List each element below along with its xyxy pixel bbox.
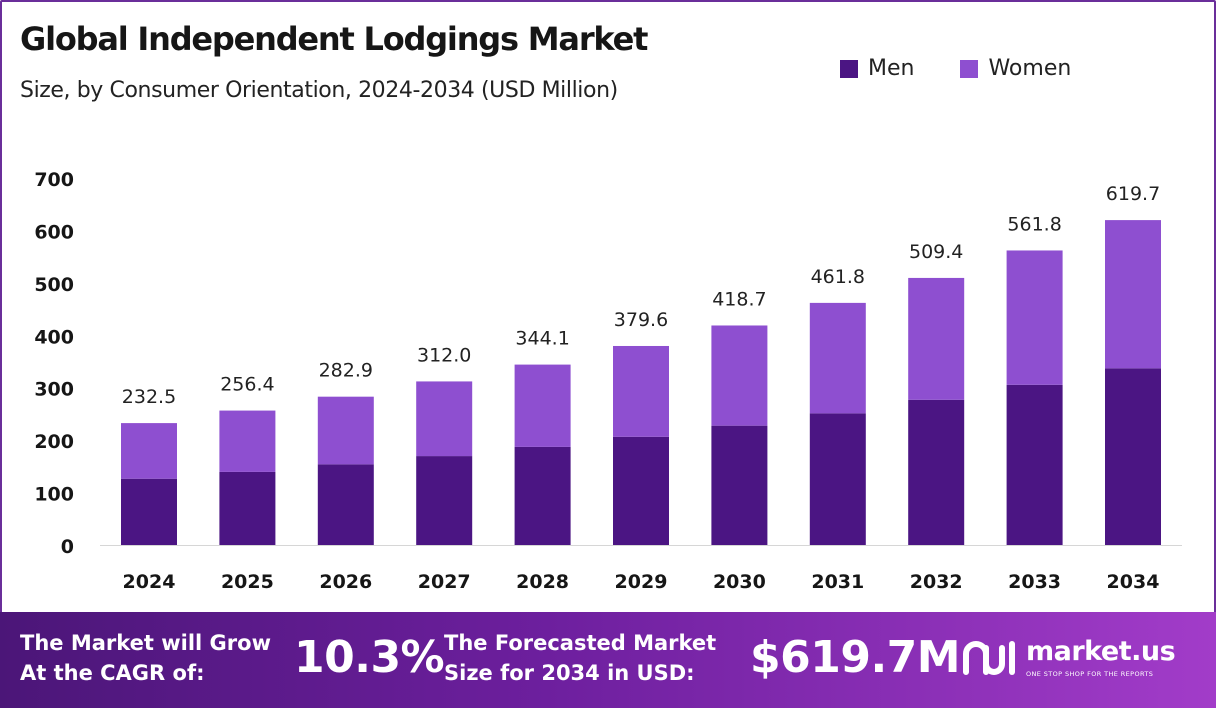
bar-segment-women xyxy=(1006,250,1063,385)
bar-segment-women xyxy=(908,277,965,400)
bar-segment-women xyxy=(317,396,374,465)
bar-total-label: 344.1 xyxy=(515,328,569,350)
legend-swatch-women xyxy=(960,59,979,78)
bar-total-label: 379.6 xyxy=(614,309,668,331)
chart-subtitle: Size, by Consumer Orientation, 2024-2034… xyxy=(20,78,618,103)
legend-label-men: Men xyxy=(868,56,915,81)
x-tick-label: 2027 xyxy=(418,571,471,593)
x-tick-label: 2025 xyxy=(221,571,274,593)
x-tick-label: 2029 xyxy=(615,571,668,593)
bar-total-label: 256.4 xyxy=(220,374,274,396)
y-tick-label: 700 xyxy=(34,169,74,191)
bar-segment-women xyxy=(711,325,768,426)
y-tick-label: 300 xyxy=(34,379,74,401)
stacked-bar-chart: 0 100 200 300 400 500 600 700 232.5 2024 256.4 2025… xyxy=(34,169,1182,593)
brand-name: market.us xyxy=(1026,636,1176,667)
bar-total-label: 619.7 xyxy=(1106,183,1160,205)
bar-segment-men xyxy=(809,413,866,545)
bar-segment-women xyxy=(219,410,276,472)
x-tick-label: 2028 xyxy=(516,571,569,593)
bar-segment-women xyxy=(613,345,669,437)
legend-swatch-men xyxy=(840,59,858,78)
bar-segment-women xyxy=(416,381,473,457)
bar-total-label: 282.9 xyxy=(319,360,373,382)
bar-total-label: 461.8 xyxy=(811,266,865,288)
legend-label-women: Women xyxy=(988,56,1072,81)
legend: Men Women xyxy=(840,56,1117,81)
y-tick-label: 100 xyxy=(34,484,74,506)
bar-segment-men xyxy=(1105,368,1161,545)
bar-total-label: 418.7 xyxy=(712,288,766,310)
x-tick-label: 2032 xyxy=(910,571,963,593)
bar-segment-men xyxy=(416,456,473,545)
chart-title: Global Independent Lodgings Market xyxy=(20,20,648,58)
x-tick-label: 2026 xyxy=(319,571,372,593)
bar-segment-men xyxy=(908,399,965,545)
footer-banner: The Market will Grow At the CAGR of: 10.… xyxy=(0,612,1216,708)
bar-total-label: 232.5 xyxy=(122,386,176,408)
bar-segment-women xyxy=(121,423,177,479)
y-tick-label: 500 xyxy=(34,274,74,296)
market-us-logo-icon xyxy=(963,641,1015,675)
legend-item-men: Men xyxy=(840,56,914,81)
y-tick-label: 600 xyxy=(34,221,74,243)
y-tick-label: 400 xyxy=(34,326,74,348)
cagr-text-line1: The Market will Grow xyxy=(20,631,271,655)
bar-total-label: 561.8 xyxy=(1007,213,1061,235)
bar-segment-men xyxy=(317,464,374,545)
bar-segment-men xyxy=(711,425,768,545)
bar-segment-men xyxy=(514,446,571,545)
bar-segment-men xyxy=(121,478,177,545)
bar-segment-men xyxy=(219,471,276,545)
y-tick-label: 200 xyxy=(34,431,74,453)
x-tick-label: 2031 xyxy=(811,571,864,593)
forecast-text-line2: Size for 2034 in USD: xyxy=(444,661,695,685)
x-tick-label: 2033 xyxy=(1008,571,1061,593)
bar-total-label: 509.4 xyxy=(909,241,963,263)
bar-segment-women xyxy=(809,302,866,414)
x-tick-label: 2024 xyxy=(123,571,176,593)
cagr-text-line2: At the CAGR of: xyxy=(20,661,205,685)
y-tick-label: 0 xyxy=(61,536,74,558)
legend-item-women: Women xyxy=(960,56,1071,81)
x-tick-label: 2034 xyxy=(1107,571,1160,593)
bar-segment-men xyxy=(1006,384,1063,545)
brand-tagline: ONE STOP SHOP FOR THE REPORTS xyxy=(1026,670,1154,678)
bar-segment-women xyxy=(1105,220,1161,369)
x-tick-label: 2030 xyxy=(713,571,766,593)
cagr-value: 10.3% xyxy=(294,632,445,683)
bar-segment-women xyxy=(514,364,571,447)
bar-segment-men xyxy=(613,436,669,545)
bar-total-label: 312.0 xyxy=(417,344,471,366)
forecast-value: $619.7M xyxy=(750,632,961,683)
forecast-text-line1: The Forecasted Market xyxy=(444,631,717,655)
